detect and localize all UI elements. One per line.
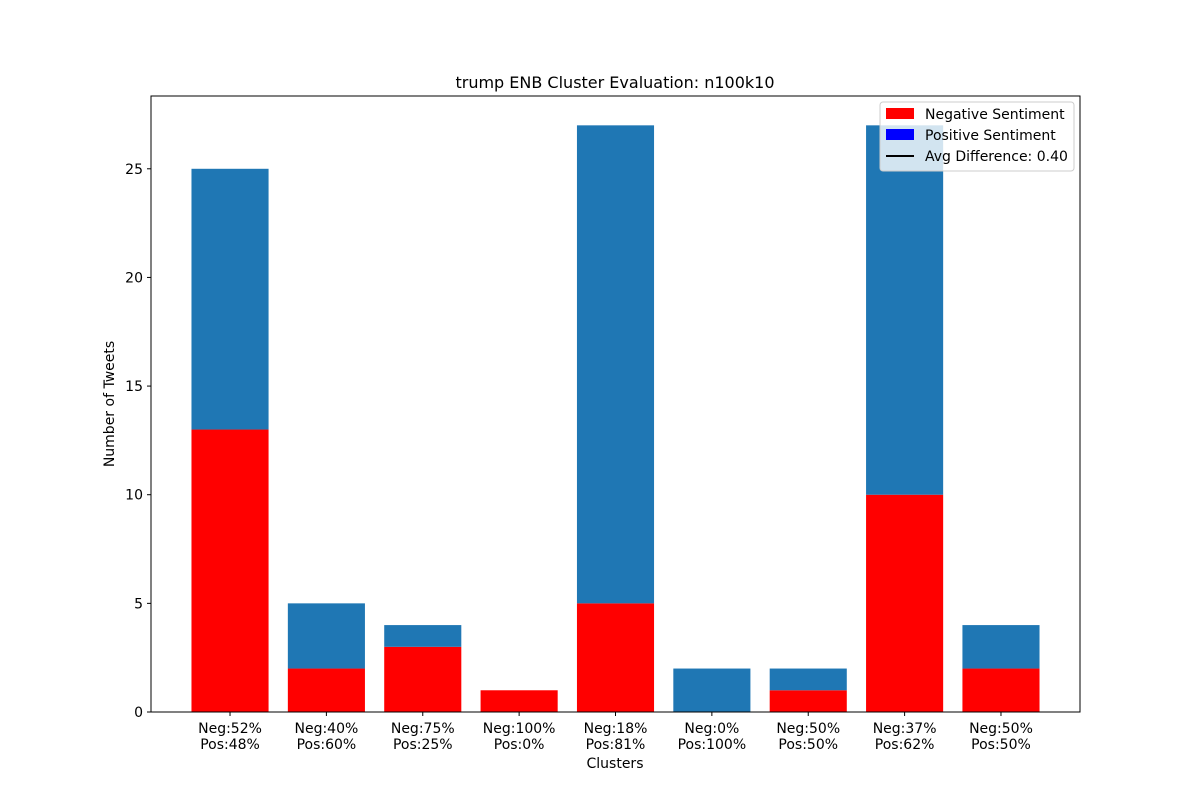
bar-segment [769, 690, 847, 712]
x-tick-label: Pos:0% [494, 737, 545, 753]
y-tick-label: 10 [125, 488, 143, 504]
bar-segment [191, 168, 269, 430]
bar-segment [384, 625, 462, 647]
x-tick-label: Pos:50% [971, 737, 1031, 753]
legend-swatch [886, 129, 914, 140]
bar-segment [480, 690, 558, 712]
bar-segment [287, 603, 365, 669]
bar-segment [962, 668, 1040, 712]
legend-label: Positive Sentiment [925, 128, 1056, 144]
x-tick-label: Neg:100% [483, 721, 556, 737]
x-tick-label: Neg:52% [198, 721, 262, 737]
x-tick-label: Neg:75% [391, 721, 455, 737]
bar-segment [191, 429, 269, 712]
bar-segment [962, 625, 1040, 669]
y-tick-label: 5 [134, 596, 143, 612]
bar-segment [287, 668, 365, 712]
x-tick-label: Pos:100% [678, 737, 747, 753]
x-tick-label: Neg:18% [584, 721, 648, 737]
legend-swatch [886, 108, 914, 119]
chart-title: trump ENB Cluster Evaluation: n100k10 [455, 73, 774, 92]
x-tick-label: Neg:37% [873, 721, 937, 737]
x-tick-label: Pos:81% [586, 737, 646, 753]
legend-box [879, 101, 1075, 172]
x-tick-label: Neg:40% [294, 721, 358, 737]
legend: Negative Sentiment Positive Sentiment Avg … [879, 101, 1075, 172]
legend-label: Negative Sentiment [925, 107, 1065, 123]
x-tick-label: Pos:50% [778, 737, 838, 753]
x-tick-label: Neg:50% [776, 721, 840, 737]
bar-segment [384, 646, 462, 712]
y-tick-label: 15 [125, 379, 143, 395]
bar-segment [866, 125, 944, 495]
x-tick-label: Neg:0% [684, 721, 739, 737]
y-tick-label: 25 [125, 162, 143, 178]
x-axis-label: Clusters [587, 756, 644, 772]
x-tick-label: Pos:25% [393, 737, 453, 753]
bar-segment [673, 668, 751, 712]
y-tick-label: 0 [134, 705, 143, 721]
bar-segment [866, 494, 944, 712]
x-tick-label: Pos:48% [200, 737, 260, 753]
plot-frame [150, 95, 1081, 713]
bar-segment [769, 668, 847, 691]
bar-segment [576, 125, 655, 604]
bar-segment [576, 603, 655, 712]
x-tick-label: Pos:60% [297, 737, 357, 753]
y-tick-label: 20 [125, 270, 143, 286]
legend-label: Avg Difference: 0.40 [925, 149, 1068, 165]
x-tick-label: Pos:62% [875, 737, 935, 753]
x-tick-label: Neg:50% [969, 721, 1033, 737]
y-axis-label: Number of Tweets [102, 341, 118, 467]
